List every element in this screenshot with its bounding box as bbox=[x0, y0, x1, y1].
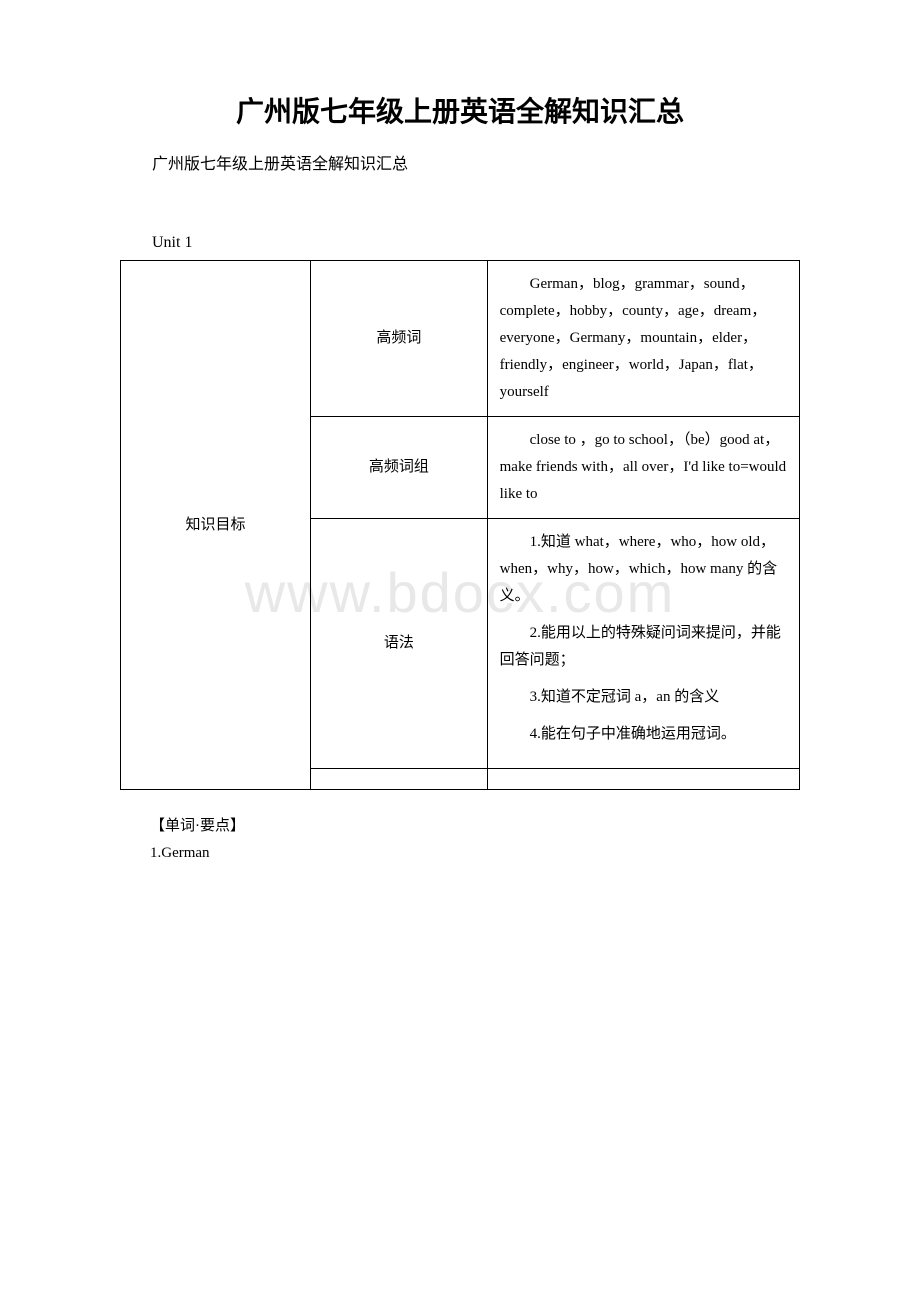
empty-cell bbox=[311, 769, 488, 790]
grammar-item: 4.能在句子中准确地运用冠词。 bbox=[500, 721, 787, 748]
grammar-item: 2.能用以上的特殊疑问词来提问，并能回答问题； bbox=[500, 620, 787, 674]
subtitle-text: 广州版七年级上册英语全解知识汇总 bbox=[120, 150, 800, 174]
content-cell: German，blog，grammar，sound，complete，hobby… bbox=[487, 261, 799, 417]
document-content: 广州版七年级上册英语全解知识汇总 广州版七年级上册英语全解知识汇总 Unit 1… bbox=[0, 0, 920, 902]
empty-cell bbox=[487, 769, 799, 790]
label-cell: 高频词组 bbox=[311, 417, 488, 519]
grammar-item: 3.知道不定冠词 a，an 的含义 bbox=[500, 684, 787, 711]
content-cell: 1.知道 what，where，who，how old，when，why，how… bbox=[487, 519, 799, 769]
vocab-content: German，blog，grammar，sound，complete，hobby… bbox=[500, 271, 787, 406]
label-cell: 高频词 bbox=[311, 261, 488, 417]
word-item: 1.German bbox=[120, 845, 800, 862]
table-row: 知识目标 高频词 German，blog，grammar，sound，compl… bbox=[121, 261, 800, 417]
section-heading: 【单词·要点】 bbox=[120, 814, 800, 835]
phrase-content: close to ，go to school，（be）good at，make … bbox=[500, 427, 787, 508]
unit-label: Unit 1 bbox=[120, 234, 800, 252]
grammar-item: 1.知道 what，where，who，how old，when，why，how… bbox=[500, 529, 787, 610]
page-title: 广州版七年级上册英语全解知识汇总 bbox=[120, 90, 800, 130]
content-cell: close to ，go to school，（be）good at，make … bbox=[487, 417, 799, 519]
label-cell: 语法 bbox=[311, 519, 488, 769]
row-header-cell: 知识目标 bbox=[121, 261, 311, 790]
knowledge-table: 知识目标 高频词 German，blog，grammar，sound，compl… bbox=[120, 260, 800, 790]
